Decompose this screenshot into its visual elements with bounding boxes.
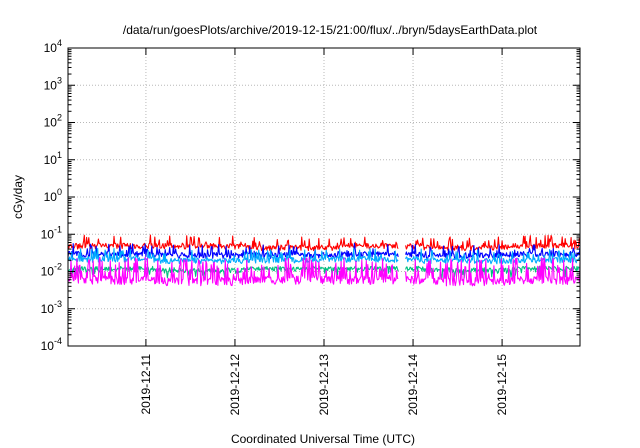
x-tick-label: 2019-12-11 — [139, 354, 153, 415]
series-layer — [67, 234, 581, 287]
y-tick-label: 10-4 — [41, 336, 62, 353]
series-line — [67, 256, 581, 287]
y-tick-label: 10-3 — [41, 299, 62, 316]
x-tick-labels: 2019-12-11 2019-12-12 2019-12-13 2019-12-14… — [139, 354, 509, 416]
y-tick-label: 104 — [44, 38, 62, 55]
x-tick-label: 2019-12-12 — [228, 354, 242, 416]
y-tick-label: 103 — [44, 75, 62, 92]
tick-marks — [68, 47, 580, 347]
y-tick-label: 101 — [44, 150, 62, 167]
y-tick-labels: 10-4 10-3 10-2 10-1 100 101 102 103 104 — [41, 38, 62, 353]
x-tick-label: 2019-12-14 — [406, 354, 420, 416]
y-tick-label: 102 — [44, 113, 62, 130]
x-tick-label: 2019-12-15 — [495, 354, 509, 416]
y-tick-label: 10-1 — [41, 224, 62, 241]
x-tick-label: 2019-12-13 — [317, 354, 331, 416]
chart-title: /data/run/goesPlots/archive/2019-12-15/2… — [123, 23, 538, 37]
x-axis-label: Coordinated Universal Time (UTC) — [231, 432, 415, 446]
series-line — [67, 243, 581, 259]
y-tick-label: 10-2 — [41, 262, 62, 279]
grid — [68, 48, 580, 346]
y-tick-label: 100 — [44, 187, 62, 204]
series-line — [67, 234, 581, 252]
y-axis-label: cGy/day — [11, 175, 25, 219]
series-line — [68, 247, 581, 265]
